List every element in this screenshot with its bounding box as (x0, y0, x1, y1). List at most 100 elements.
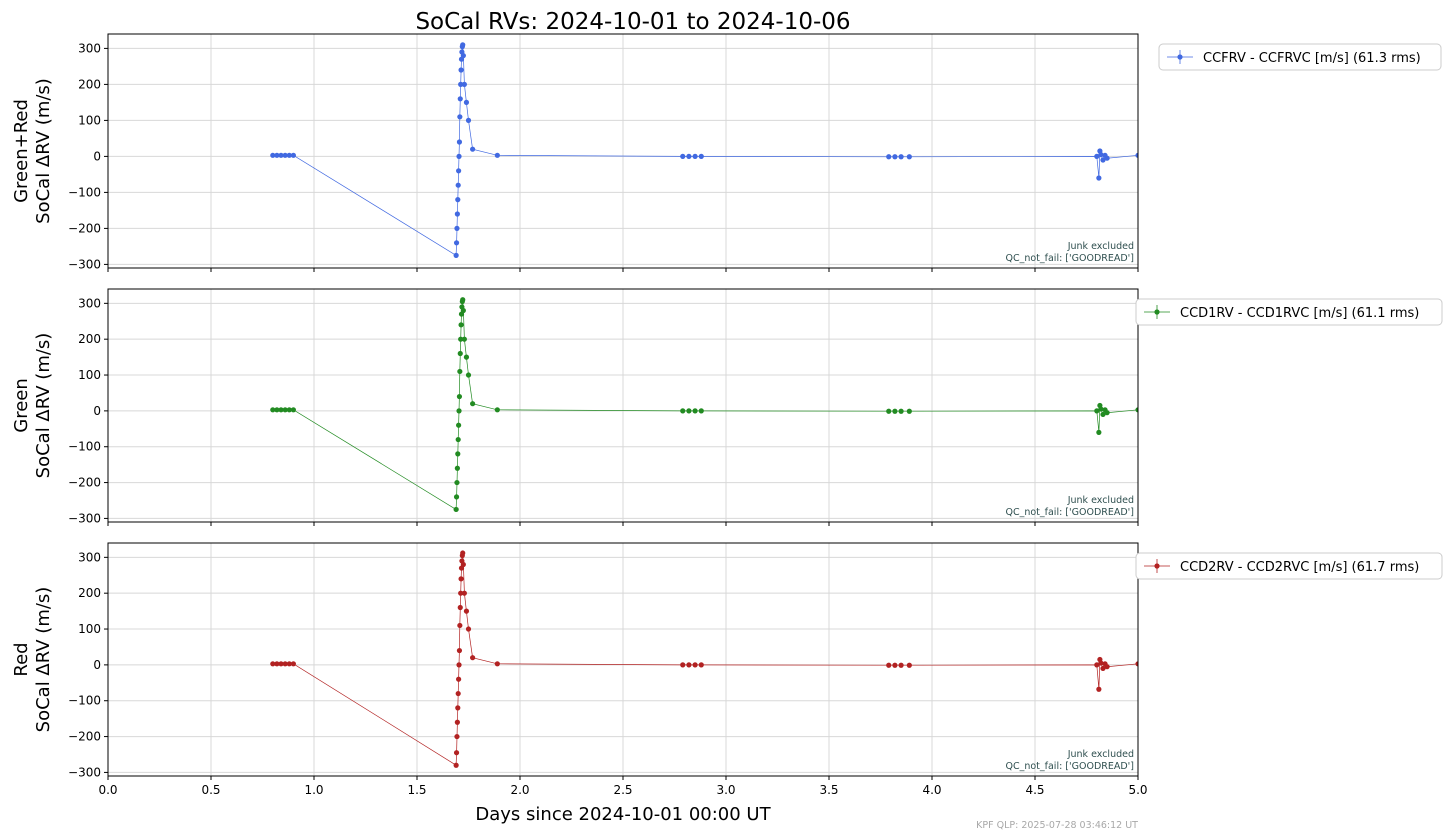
y-tick-label: 200 (78, 77, 101, 91)
data-point (286, 661, 292, 667)
data-point (458, 81, 464, 87)
panels: −300 −200 −100 0 100 200 300 Green+RedSoCal ΔRV… (11, 33, 1443, 797)
legend-box (1135, 552, 1443, 580)
y-axis-label-line: SoCal ΔRV (m/s) (33, 333, 54, 479)
legend-box (1135, 298, 1443, 326)
data-point (465, 117, 472, 123)
data-point (274, 407, 280, 413)
legend-label: CCD1RV - CCD1RVC [m/s] (61.1 rms) (1180, 306, 1419, 321)
y-axis-label: Green+RedSoCal ΔRV (m/s) (11, 78, 54, 224)
data-point (494, 407, 500, 413)
data-point (1104, 664, 1110, 670)
data-point (1096, 175, 1102, 181)
data-point (886, 154, 892, 160)
series-3 (270, 550, 1138, 768)
data-point (686, 662, 692, 668)
data-point (270, 661, 276, 667)
qc-annotation: QC_not_fail: ['GOODREAD'] (1005, 507, 1134, 518)
footer-timestamp: KPF QLP: 2025-07-28 03:46:12 UT (976, 820, 1138, 831)
x-tick-label: 5.0 (1128, 783, 1147, 797)
data-point (282, 152, 288, 158)
data-point (457, 350, 463, 357)
data-point (456, 393, 463, 400)
y-tick-label: 300 (78, 41, 101, 55)
series-line (272, 44, 1138, 257)
y-tick-label: −200 (68, 221, 101, 235)
data-point (892, 408, 898, 414)
data-point (270, 152, 276, 158)
qc-annotation: Junk excluded (1067, 749, 1134, 760)
x-tick-label: 4.0 (922, 783, 941, 797)
data-point (692, 153, 698, 159)
y-tick-label: −200 (68, 476, 101, 490)
legend-box (1158, 43, 1442, 71)
panel-1: −300 −200 −100 0 100 200 300 Green+RedSoCal ΔRV… (11, 33, 1442, 272)
data-point (698, 153, 704, 159)
plot-frame (107, 542, 1139, 777)
data-point (680, 662, 686, 668)
y-tick-label: −300 (68, 765, 101, 779)
data-point (460, 561, 466, 568)
data-point (453, 506, 459, 513)
data-point (892, 662, 898, 668)
data-point (458, 576, 464, 582)
x-tick-label: 0.0 (98, 783, 117, 797)
y-axis-label: GreenSoCal ΔRV (m/s) (11, 333, 54, 479)
panel-2: −300 −200 −100 0 100 200 300 GreenSoCal ΔRV (m/… (11, 288, 1443, 526)
y-tick-label: 100 (78, 368, 101, 382)
data-point (1096, 429, 1102, 435)
data-point (460, 42, 466, 48)
y-tick-label: −100 (68, 694, 101, 708)
data-point (458, 322, 464, 328)
x-tick-label: 3.5 (819, 783, 838, 797)
data-point (1098, 152, 1104, 158)
plot-frame (107, 288, 1139, 523)
data-point (456, 676, 462, 682)
data-point (282, 407, 288, 413)
x-tick-label: 2.5 (613, 783, 632, 797)
data-point (286, 152, 292, 158)
data-point (461, 336, 467, 342)
data-point (453, 762, 459, 768)
y-tick-label: 100 (78, 113, 101, 127)
data-point (470, 146, 476, 152)
data-point (886, 408, 892, 414)
legend-label: CCD2RV - CCD2RVC [m/s] (61.7 rms) (1180, 560, 1419, 575)
legend: CCFRV - CCFRVC [m/s] (61.3 rms) (1158, 43, 1442, 71)
y-tick-label: 300 (78, 296, 101, 310)
data-point (906, 154, 912, 160)
y-axis-label: RedSoCal ΔRV (m/s) (11, 587, 54, 733)
y-tick-label: −300 (68, 511, 101, 525)
x-tick-label: 4.5 (1025, 783, 1044, 797)
y-axis-label-line: SoCal ΔRV (m/s) (33, 587, 54, 733)
data-point (456, 168, 462, 174)
data-point (1100, 157, 1106, 163)
data-point (460, 550, 466, 556)
data-point (454, 479, 460, 486)
y-tick-label: 0 (93, 404, 101, 418)
data-point (290, 407, 296, 413)
data-point (898, 408, 904, 414)
data-point (898, 662, 904, 668)
data-point (278, 152, 284, 158)
data-point (453, 494, 460, 500)
data-point (456, 647, 463, 654)
y-axis-label-line: Red (11, 642, 32, 676)
qc-annotation: Junk excluded (1067, 495, 1134, 506)
data-point (680, 408, 686, 414)
data-point (455, 182, 461, 188)
y-tick-label: −200 (68, 730, 101, 744)
data-point (457, 96, 463, 102)
x-axis-label: Days since 2024-10-01 00:00 UT (475, 804, 771, 825)
data-point (470, 401, 476, 407)
legend: CCD1RV - CCD1RVC [m/s] (61.1 rms) (1135, 298, 1443, 326)
data-point (455, 705, 461, 711)
data-point (461, 81, 467, 87)
data-point (454, 733, 460, 740)
data-point (886, 662, 892, 668)
data-point (494, 661, 500, 667)
data-point (494, 152, 500, 158)
data-point (465, 372, 472, 378)
data-point (456, 139, 463, 145)
